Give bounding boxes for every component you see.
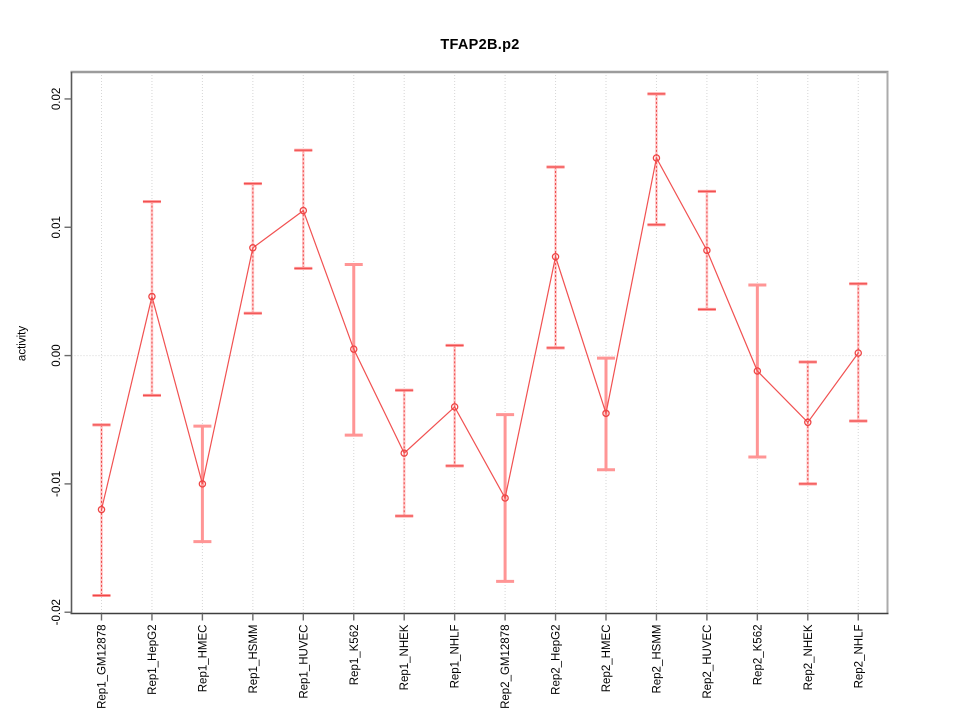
x-tick-label: Rep2_GM12878: [500, 625, 512, 709]
x-tick-label: Rep2_HepG2: [551, 625, 563, 695]
data-point: [551, 253, 560, 261]
x-tick-label: Rep2_HMEC: [601, 625, 613, 693]
data-point: [349, 345, 358, 353]
data-point: [652, 154, 661, 162]
data-point: [602, 409, 610, 418]
x-tick-label: Rep1_HepG2: [147, 625, 159, 695]
data-point: [198, 480, 207, 488]
x-tick-label: Rep1_HMEC: [197, 625, 209, 693]
data-point: [97, 505, 106, 514]
y-tick-label: 0.01: [51, 216, 63, 238]
data-point: [804, 418, 812, 427]
data-point: [501, 494, 509, 502]
x-tick-label: Rep1_HUVEC: [298, 625, 310, 699]
data-point: [299, 206, 308, 215]
x-tick-label: Rep2_HUVEC: [702, 625, 714, 699]
data-point: [703, 246, 711, 255]
y-tick-label: -0.01: [51, 471, 63, 497]
y-tick-label: 0.02: [51, 88, 63, 110]
chart-title: TFAP2B.p2: [440, 37, 520, 53]
data-point: [450, 403, 459, 411]
x-tick-label: Rep2_NHEK: [803, 624, 815, 690]
x-tick-label: Rep1_HSMM: [248, 625, 260, 694]
x-tick-label: Rep2_NHLF: [853, 625, 865, 689]
data-point: [249, 244, 257, 252]
data-point: [148, 292, 156, 301]
x-tick-label: Rep1_NHLF: [450, 625, 462, 689]
x-tick-label: Rep2_HSMM: [651, 625, 663, 694]
y-axis-label: activity: [16, 325, 29, 362]
x-tick-label: Rep1_GM12878: [97, 625, 109, 709]
x-tick-label: Rep1_K562: [349, 625, 361, 686]
data-point: [854, 349, 863, 357]
data-point: [400, 449, 408, 457]
series-line: [100, 156, 859, 510]
x-tick-label: Rep2_K562: [752, 625, 764, 686]
x-tick-label: Rep1_NHEK: [399, 624, 411, 690]
data-point: [753, 367, 762, 375]
y-tick-label: -0.02: [51, 599, 63, 625]
y-tick-label: 0.00: [51, 344, 63, 366]
